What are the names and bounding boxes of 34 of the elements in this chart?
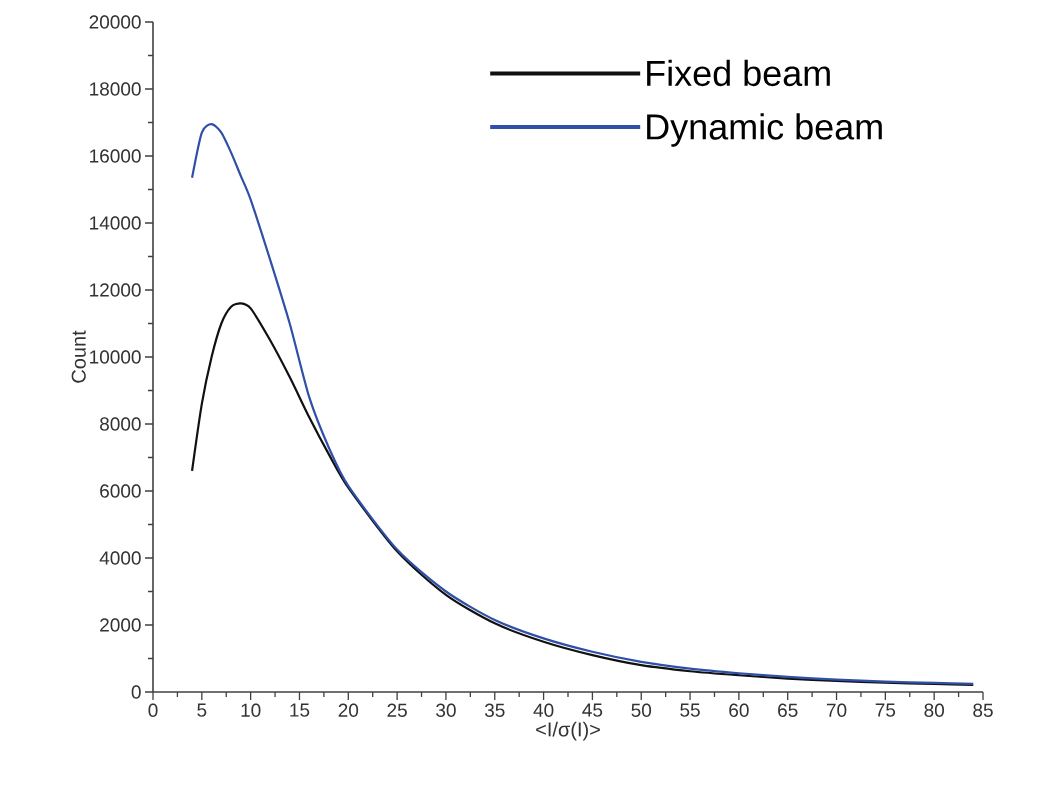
x-tick-label: 40 <box>533 703 554 717</box>
x-tick-label: 15 <box>290 703 310 717</box>
y-tick-label: 6000 <box>100 484 141 498</box>
x-tick-label: 20 <box>338 703 359 717</box>
y-tick-label: 2000 <box>100 618 141 632</box>
x-tick-label: 85 <box>973 703 993 717</box>
x-tick-label: 75 <box>875 703 896 717</box>
y-tick-label: 14000 <box>90 216 141 230</box>
y-tick-label: 12000 <box>90 283 141 297</box>
legend-label: Dynamic beam <box>647 113 882 147</box>
y-tick-label: 8000 <box>100 417 141 431</box>
x-axis-title: <I/σ(I)> <box>536 721 600 741</box>
x-tick-label: 5 <box>197 703 207 717</box>
x-tick-label: 70 <box>826 703 847 717</box>
x-tick-label: 45 <box>582 703 603 717</box>
y-tick-label: 4000 <box>99 551 141 565</box>
x-tick-label: 30 <box>436 703 456 717</box>
y-tick-label: 10000 <box>90 350 141 364</box>
x-tick-label: 0 <box>148 703 158 717</box>
y-tick-label: 20000 <box>89 15 141 29</box>
x-tick-label: 55 <box>680 703 700 717</box>
x-tick-label: 10 <box>241 703 261 717</box>
legend-label: Fixed beam <box>647 59 830 87</box>
y-tick-label: 0 <box>131 685 141 699</box>
x-tick-label: 80 <box>924 703 944 717</box>
y-axis-title: Count <box>71 330 86 383</box>
y-tick-label: 16000 <box>90 149 141 163</box>
x-tick-label: 25 <box>387 703 407 717</box>
x-tick-label: 35 <box>484 703 505 717</box>
x-tick-label: 60 <box>729 703 749 717</box>
y-tick-label: 18000 <box>90 82 141 96</box>
x-tick-label: 65 <box>778 703 798 717</box>
x-tick-label: 50 <box>631 703 652 717</box>
line-series <box>190 302 975 687</box>
